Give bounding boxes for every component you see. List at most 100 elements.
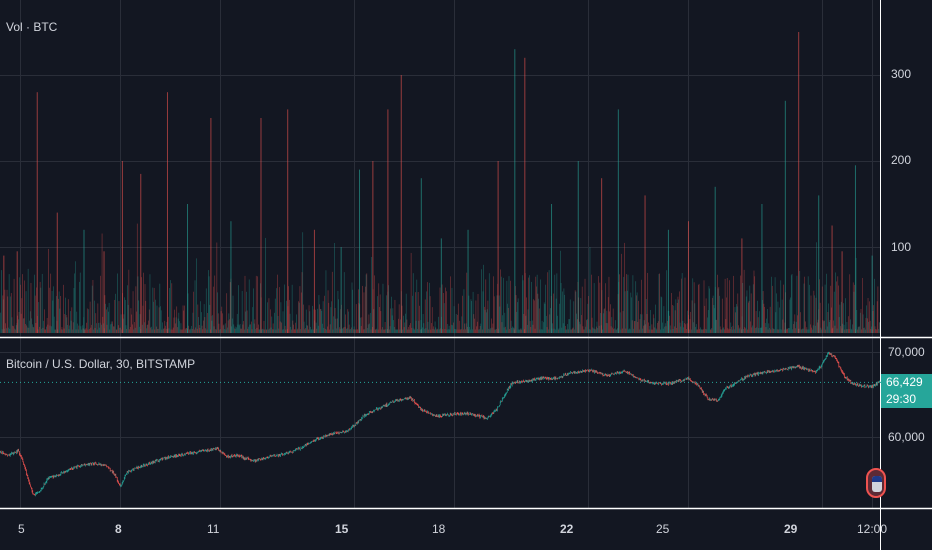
volume-bar [256,327,258,333]
volume-bar [334,307,336,333]
volume-spike-25 [524,57,526,334]
volume-bar [134,322,135,333]
volume-bar [86,308,88,333]
volume-bar [457,314,458,333]
volume-bar [347,309,349,333]
volume-bar [66,317,68,333]
volume-bar [778,307,780,333]
volume-bar [669,325,671,333]
volume-bar [410,252,412,333]
volume-bar [553,328,555,333]
volume-bar [145,300,147,333]
volume-bar [52,300,54,333]
country-flag-icon[interactable] [866,468,886,498]
volume-bar [341,328,343,333]
volume-bar [680,326,682,333]
volume-bar [322,323,323,333]
volume-bar [293,329,295,333]
volume-bar [227,320,229,333]
volume-bar [805,329,807,333]
volume-bar [769,327,770,333]
volume-bar [75,329,77,333]
volume-bar [343,327,344,333]
volume-bar [101,324,102,333]
volume-bar [480,323,482,333]
volume-bar [643,325,644,333]
volume-bar [200,312,202,333]
volume-bar [719,326,721,333]
volume-bar [498,295,500,333]
volume-bar [194,280,196,333]
volume-bar [559,303,561,333]
volume-bar [637,321,639,333]
volume-bar [856,310,858,333]
volume-bar [119,327,121,333]
volume-spike-37 [798,32,800,333]
volume-bar [512,326,513,333]
volume-bar [331,271,333,333]
volume-bar [686,323,688,333]
volume-bar [455,314,457,333]
volume-bar [81,329,83,333]
volume-bar [88,309,90,333]
volume-bar [737,293,739,333]
volume-bar [792,329,794,333]
volume-bar [826,273,827,333]
volume-bar [29,320,30,333]
volume-spike-15 [340,247,342,333]
volume-bar [486,309,488,333]
volume-bar [232,295,234,333]
volume-bar [291,284,293,333]
volume-bar [35,323,37,333]
volume-bar [308,305,310,333]
time-label-15: 15 [335,522,349,536]
volume-bar [127,304,129,333]
volume-bar [479,329,480,333]
volume-spike-16 [359,169,361,333]
volume-bar [153,287,155,333]
volume-bar [776,329,778,333]
volume-bar [503,327,505,333]
volume-bar [581,286,583,333]
volume-bar [648,322,649,333]
volume-bar [299,286,301,333]
volume-bar [759,327,761,333]
volume-bar [669,315,670,333]
volume-bar [342,328,344,333]
volume-bar [695,326,696,333]
volume-bar [279,321,281,333]
volume-bar [426,291,427,333]
volume-bar [453,306,455,333]
volume-bar [292,320,294,333]
volume-bar [752,325,753,333]
volume-bar [165,328,167,333]
volume-bar [490,328,492,333]
volume-bar [840,301,842,333]
price-tick-70000: 70,000 [888,345,925,359]
volume-bar [564,325,566,333]
volume-bar [464,323,465,333]
volume-bar [49,325,51,333]
volume-bar [12,325,14,333]
volume-bar [791,274,793,333]
volume-bar [842,323,844,333]
volume-bar [1,270,2,333]
volume-bar [503,277,504,333]
volume-bar [91,285,93,333]
volume-bar [543,302,545,333]
volume-bar [478,329,480,333]
volume-bar [79,281,80,333]
volume-bar [450,324,452,333]
volume-bar [738,328,740,333]
volume-bar [740,275,741,333]
volume-bar [282,311,284,333]
volume-bar [134,327,136,333]
volume-bar [612,327,613,333]
volume-bar [588,296,589,333]
volume-bar [768,323,770,333]
volume-bar [229,282,231,333]
volume-bar [400,319,401,333]
volume-bar [678,299,679,333]
volume-bar [552,293,554,333]
volume-bar [862,314,864,333]
